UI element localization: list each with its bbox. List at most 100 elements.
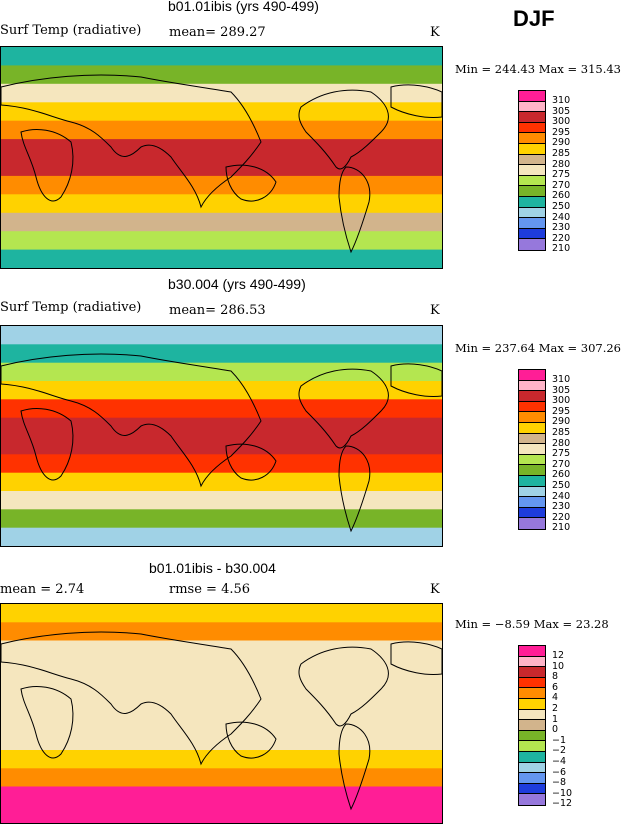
contour-band [1,249,442,268]
coastline [1,74,262,209]
colorbar-label: 12 [552,650,565,661]
colorbar-label: 305 [552,105,571,117]
contour-band [1,194,442,214]
colorbar-swatch [519,122,545,134]
colorbar-swatch [519,196,545,208]
coastline [225,164,277,202]
colorbar-label: 220 [552,511,571,523]
colorbar-label: 280 [552,158,571,170]
colorbar-label: 295 [552,126,571,138]
coastline [1,631,262,766]
colorbar-swatch [519,656,545,668]
coastline [225,721,277,759]
colorbar-label: 305 [552,384,571,396]
panel3-title: b01.01ibis - b30.004 [149,560,276,576]
colorbar-label: −1 [552,734,567,746]
panel2-map [0,325,443,547]
colorbar-label: 285 [552,147,571,159]
coastline [338,723,371,811]
colorbar-swatch [519,698,545,710]
colorbar-swatch [519,91,545,102]
contour-band [1,804,442,823]
contour-band [1,212,442,233]
coastline [298,368,389,449]
contour-band [1,695,442,715]
contour-band [1,509,442,529]
panel2-units: K [430,303,440,318]
colorbar-label: 295 [552,405,571,417]
colorbar-label: 310 [552,95,571,106]
colorbar-swatch [519,133,545,144]
contour-band [1,622,442,642]
coastline [390,84,442,118]
colorbar-label: 270 [552,458,571,470]
colorbar-swatch [519,646,545,657]
colorbar-label: 290 [552,416,571,428]
coastline [298,646,389,727]
panel3-map [0,603,443,824]
coastline [225,443,277,481]
contour-band [1,381,442,401]
colorbar-label: −8 [552,777,567,789]
coastline [338,445,371,533]
panel3-colorbar [518,645,546,806]
panel3-minmax: Min = −8.59 Max = 23.28 [455,617,609,631]
colorbar-label: 260 [552,190,571,202]
panel1-units: K [430,25,440,40]
colorbar-label: 240 [552,211,571,223]
colorbar-label: −4 [552,755,567,767]
contour-band [1,83,442,104]
colorbar-swatch [519,497,545,508]
coastline [20,129,74,202]
panel1-colorbar [518,90,546,251]
panel2-mean: mean= 286.53 [169,303,266,318]
coastline [298,89,389,170]
contour-band [1,120,442,141]
contour-band [1,139,442,159]
colorbar-label: −10 [552,787,573,799]
colorbar-swatch [519,751,545,763]
colorbar-label: 300 [552,116,571,128]
colorbar-label: 300 [552,395,571,407]
contour-band [1,768,442,788]
colorbar-swatch [519,762,545,774]
colorbar-label: 270 [552,179,571,191]
colorbar-swatch [519,412,545,423]
colorbar-swatch [519,465,545,476]
coastline [390,641,442,675]
coastline [1,353,262,488]
contour-band [1,157,442,177]
colorbar-label: 310 [552,374,571,385]
colorbar-label: 290 [552,137,571,149]
colorbar-swatch [519,370,545,381]
panel2-minmax: Min = 237.64 Max = 307.26 [455,341,622,355]
contour-band [1,417,442,437]
colorbar-label: 250 [552,479,571,491]
contour-band [1,454,442,474]
colorbar-label: 210 [552,522,571,534]
colorbar-label: 230 [552,501,571,513]
panel3-colorbar-labels: 12 10 8 6 4 2 1 0 −1 −2 −4 −6 −8 −10 −12 [552,650,573,810]
panel2-title: b30.004 (yrs 490-499) [168,276,306,292]
colorbar-swatch [519,401,545,413]
colorbar-label: 260 [552,469,571,481]
colorbar-label: −6 [552,766,567,778]
colorbar-swatch [519,741,545,752]
contour-band [1,713,442,733]
colorbar-swatch [519,688,545,699]
colorbar-swatch [519,228,545,240]
contour-band [1,604,442,624]
contour-band [1,658,442,679]
colorbar-label: 240 [552,490,571,502]
colorbar-label: 210 [552,243,571,255]
panel1-minmax: Min = 244.43 Max = 315.43 [455,62,622,76]
contour-band [1,362,442,382]
contour-band [1,527,442,546]
colorbar-label: 280 [552,437,571,449]
contour-band [1,344,442,364]
colorbar-label: 230 [552,222,571,234]
panel3-map-svg [1,604,442,823]
colorbar-label: 2 [552,702,559,714]
contour-band [1,472,442,492]
contour-band [1,491,442,511]
